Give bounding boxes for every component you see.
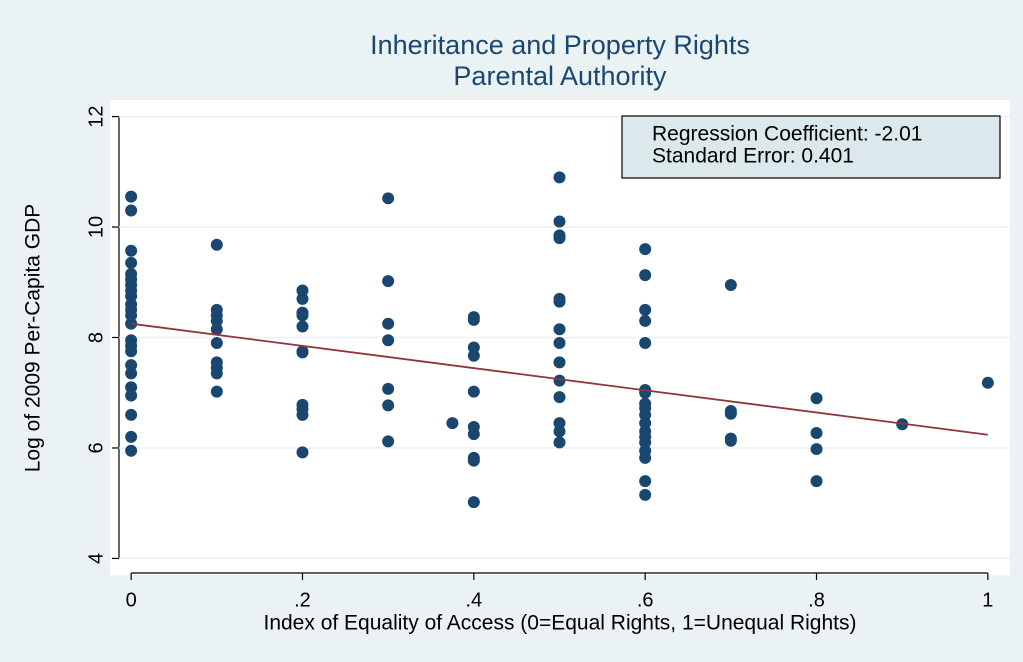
point bbox=[125, 381, 138, 394]
point bbox=[553, 171, 566, 184]
point bbox=[296, 446, 309, 459]
chart-title: Inheritance and Property Rights bbox=[370, 30, 750, 60]
annotation: Standard Error: 0.401 bbox=[652, 145, 854, 168]
y-tick-label: 10 bbox=[85, 216, 107, 238]
x-tick-label: 1 bbox=[982, 589, 993, 611]
annotation: Regression Coefficient: -2.01 bbox=[652, 123, 922, 146]
point bbox=[810, 475, 823, 488]
point bbox=[553, 232, 566, 245]
point bbox=[125, 430, 138, 443]
point bbox=[210, 385, 223, 398]
chart-subtitle: Parental Authority bbox=[453, 61, 667, 91]
point bbox=[724, 279, 737, 292]
x-tick-label: .8 bbox=[808, 589, 825, 611]
point bbox=[210, 367, 223, 380]
point bbox=[210, 337, 223, 350]
point bbox=[296, 346, 309, 359]
point bbox=[382, 192, 395, 205]
point bbox=[639, 314, 652, 327]
point bbox=[639, 269, 652, 282]
point bbox=[296, 284, 309, 297]
point bbox=[553, 374, 566, 387]
point bbox=[467, 341, 480, 354]
x-tick-label: .6 bbox=[637, 589, 654, 611]
point bbox=[639, 408, 652, 421]
point bbox=[467, 349, 480, 362]
point bbox=[125, 408, 138, 421]
point bbox=[382, 435, 395, 448]
point bbox=[553, 356, 566, 369]
point bbox=[467, 496, 480, 509]
point bbox=[446, 417, 459, 430]
point bbox=[639, 303, 652, 316]
point bbox=[296, 292, 309, 305]
annotation-box bbox=[621, 115, 1001, 179]
point bbox=[981, 376, 994, 389]
point bbox=[125, 389, 138, 402]
point bbox=[125, 359, 138, 372]
point bbox=[382, 334, 395, 347]
point bbox=[810, 392, 823, 405]
y-tick-label: 8 bbox=[85, 332, 107, 343]
point bbox=[639, 417, 652, 430]
point bbox=[125, 444, 138, 457]
point bbox=[125, 204, 138, 217]
point bbox=[639, 243, 652, 256]
point bbox=[553, 391, 566, 404]
point bbox=[639, 451, 652, 464]
point bbox=[553, 323, 566, 336]
point bbox=[810, 427, 823, 440]
point bbox=[125, 244, 138, 257]
point bbox=[382, 382, 395, 395]
point bbox=[639, 488, 652, 501]
point bbox=[125, 309, 138, 322]
point bbox=[467, 428, 480, 441]
point bbox=[553, 215, 566, 228]
point bbox=[125, 290, 138, 303]
point bbox=[553, 295, 566, 308]
x-axis-title: Index of Equality of Access (0=Equal Rig… bbox=[263, 612, 856, 635]
point bbox=[125, 345, 138, 358]
point bbox=[467, 313, 480, 326]
point bbox=[810, 443, 823, 456]
y-tick-label: 12 bbox=[85, 105, 107, 127]
point bbox=[553, 425, 566, 438]
point bbox=[125, 190, 138, 203]
point bbox=[296, 309, 309, 322]
point bbox=[382, 317, 395, 330]
regression-line bbox=[131, 322, 988, 436]
x-tick-label: 0 bbox=[126, 589, 137, 611]
point bbox=[553, 436, 566, 449]
x-tick-label: .4 bbox=[465, 589, 482, 611]
point bbox=[724, 434, 737, 447]
point bbox=[639, 436, 652, 449]
point bbox=[553, 417, 566, 430]
point bbox=[125, 367, 138, 380]
point bbox=[639, 475, 652, 488]
point bbox=[296, 320, 309, 333]
point bbox=[210, 323, 223, 336]
point bbox=[467, 454, 480, 467]
y-tick-label: 6 bbox=[85, 442, 107, 453]
point bbox=[125, 256, 138, 269]
x-tick-label: .2 bbox=[294, 589, 311, 611]
point bbox=[382, 275, 395, 288]
point bbox=[639, 337, 652, 350]
point bbox=[553, 337, 566, 350]
point bbox=[296, 408, 309, 421]
y-axis-title: Log of 2009 Per-Capita GDP bbox=[22, 204, 45, 473]
y-tick-label: 4 bbox=[85, 553, 107, 564]
point bbox=[639, 386, 652, 399]
point bbox=[210, 238, 223, 251]
point bbox=[724, 407, 737, 420]
point bbox=[382, 399, 395, 412]
point bbox=[210, 314, 223, 327]
point bbox=[467, 385, 480, 398]
